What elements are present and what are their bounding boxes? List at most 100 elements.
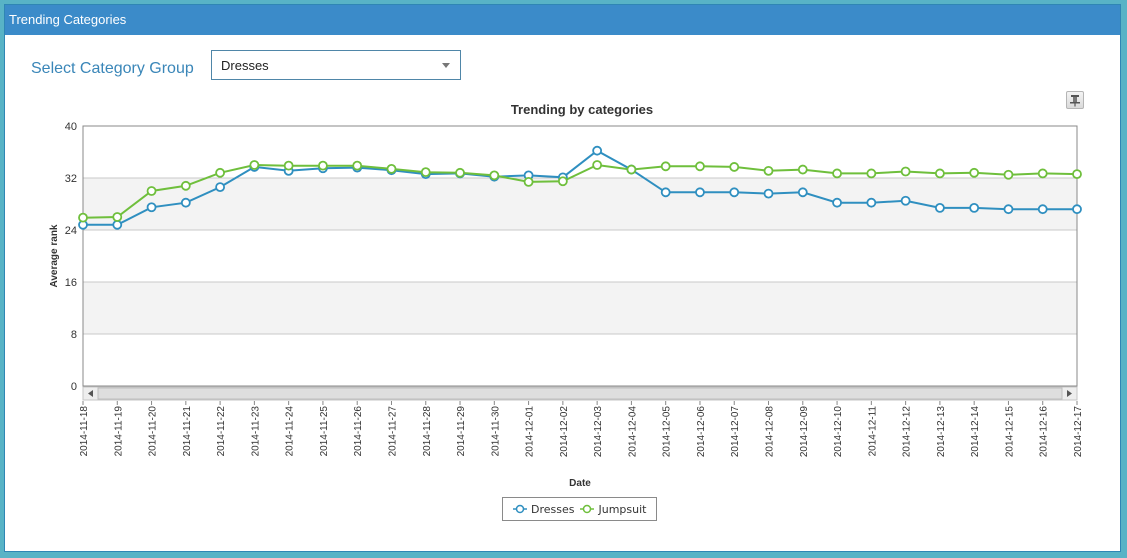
y-tick-label: 32 — [65, 173, 77, 185]
data-point-jumpsuit — [283, 160, 294, 171]
data-point-dresses — [112, 219, 123, 230]
x-tick-label: 2014-11-24 — [285, 406, 296, 457]
data-point-dresses — [660, 187, 671, 198]
x-tick-label: 2014-12-10 — [833, 406, 844, 458]
x-tick-label: 2014-12-17 — [1073, 406, 1084, 458]
data-point-jumpsuit — [900, 166, 911, 177]
data-point-dresses — [1037, 204, 1048, 215]
data-point-jumpsuit — [146, 186, 157, 196]
legend-item-dresses[interactable]: Dresses — [513, 503, 574, 516]
data-point-dresses — [592, 145, 603, 156]
x-tick-label: 2014-11-28 — [422, 406, 433, 457]
scroll-right-icon — [1067, 390, 1072, 397]
data-point-dresses — [215, 182, 226, 193]
line-chart: 0 8 16 24 32 40 Trending by categories Average … — [49, 102, 1084, 489]
x-tick-label: 2014-11-21 — [182, 406, 193, 457]
series-line-dresses — [83, 149, 1077, 226]
plot-border — [82, 125, 1078, 387]
data-point-dresses — [729, 187, 740, 198]
y-tick-label: 0 — [71, 381, 77, 393]
x-tick-label: 2014-11-26 — [353, 406, 364, 457]
data-point-jumpsuit — [489, 170, 500, 181]
x-tick-label: 2014-12-03 — [593, 406, 604, 458]
data-point-jumpsuit — [455, 167, 465, 178]
x-tick-label: 2014-12-02 — [559, 406, 570, 458]
data-point-jumpsuit — [180, 180, 191, 191]
x-tick-label: 2014-12-05 — [662, 406, 673, 458]
x-tick-label: 2014-11-20 — [148, 406, 159, 457]
panel-title: Trending Categories — [5, 5, 1120, 35]
y-tick-label: 40 — [65, 121, 77, 133]
data-point-jumpsuit — [626, 164, 637, 175]
data-point-dresses — [180, 197, 191, 208]
jumpsuit-marker-icon — [580, 504, 595, 514]
data-point-dresses — [146, 202, 157, 213]
data-point-jumpsuit — [1003, 169, 1014, 180]
data-point-dresses — [934, 202, 945, 213]
series-line-jumpsuit — [82, 163, 1078, 219]
x-tick-label: 2014-12-15 — [1004, 406, 1015, 458]
data-point-jumpsuit — [386, 163, 397, 174]
scroll-left-icon — [88, 390, 93, 397]
x-axis-label: Date — [569, 478, 591, 489]
data-point-dresses — [1072, 204, 1082, 215]
data-point-jumpsuit — [797, 164, 808, 175]
data-point-jumpsuit — [934, 168, 945, 179]
x-tick-label: 2014-12-06 — [696, 406, 707, 458]
x-tick-label: 2014-12-12 — [902, 406, 913, 458]
x-tick-label: 2014-12-14 — [970, 406, 981, 458]
y-tick-label: 24 — [65, 225, 77, 237]
data-point-jumpsuit — [112, 212, 123, 222]
data-point-jumpsuit — [352, 160, 363, 171]
data-point-jumpsuit — [215, 167, 226, 178]
category-group-value: Dresses — [221, 58, 269, 73]
chevron-down-icon — [442, 63, 450, 68]
data-point-jumpsuit — [557, 176, 568, 187]
data-point-jumpsuit — [249, 160, 260, 170]
data-point-jumpsuit — [592, 160, 603, 170]
plot-band — [83, 282, 1077, 334]
x-tick-label: 2014-12-07 — [730, 406, 741, 458]
chart-title: Trending by categories — [511, 102, 653, 117]
x-tick-label: 2014-11-30 — [490, 406, 501, 457]
legend-item-jumpsuit[interactable]: Jumpsuit — [580, 503, 646, 516]
chart-tool-button[interactable] — [1066, 91, 1084, 109]
x-tick-label: 2014-12-13 — [936, 406, 947, 458]
data-point-jumpsuit — [420, 167, 431, 178]
x-tick-label: 2014-12-09 — [799, 406, 810, 458]
data-point-jumpsuit — [1072, 169, 1082, 180]
scrollbar-thumb — [97, 387, 1063, 400]
data-point-jumpsuit — [969, 167, 980, 178]
x-tick-label: 2014-12-04 — [627, 406, 638, 458]
x-tick-label: 2014-11-27 — [387, 406, 398, 457]
x-tick-label: 2014-11-23 — [250, 406, 261, 457]
plot-band — [83, 178, 1077, 230]
data-point-jumpsuit — [763, 165, 774, 176]
data-point-jumpsuit — [866, 168, 877, 179]
x-tick-label: 2014-12-01 — [525, 406, 536, 458]
data-point-dresses — [1003, 204, 1014, 215]
data-point-dresses — [797, 187, 808, 198]
pin-icon — [1070, 95, 1080, 107]
data-point-jumpsuit — [832, 168, 842, 179]
data-point-jumpsuit — [78, 212, 88, 223]
data-point-jumpsuit — [1037, 168, 1048, 179]
data-point-dresses — [969, 202, 980, 213]
data-point-jumpsuit — [729, 162, 740, 172]
data-point-jumpsuit — [695, 161, 705, 172]
legend-label-dresses: Dresses — [531, 502, 575, 516]
data-point-dresses — [900, 195, 911, 206]
y-tick-label: 16 — [65, 277, 77, 289]
x-tick-label: 2014-12-11 — [867, 406, 878, 457]
x-tick-label: 2014-11-19 — [113, 406, 124, 457]
legend-label-jumpsuit: Jumpsuit — [598, 502, 647, 516]
data-point-jumpsuit — [318, 160, 328, 171]
data-point-dresses — [695, 187, 705, 198]
data-point-dresses — [866, 197, 877, 208]
category-group-select[interactable]: Dresses — [211, 50, 461, 80]
x-tick-label: 2014-11-29 — [456, 406, 467, 457]
x-tick-label: 2014-11-25 — [319, 406, 330, 457]
x-tick-label: 2014-12-08 — [765, 406, 776, 458]
x-tick-label: 2014-12-16 — [1039, 406, 1050, 458]
category-group-label: Select Category Group — [31, 60, 194, 77]
